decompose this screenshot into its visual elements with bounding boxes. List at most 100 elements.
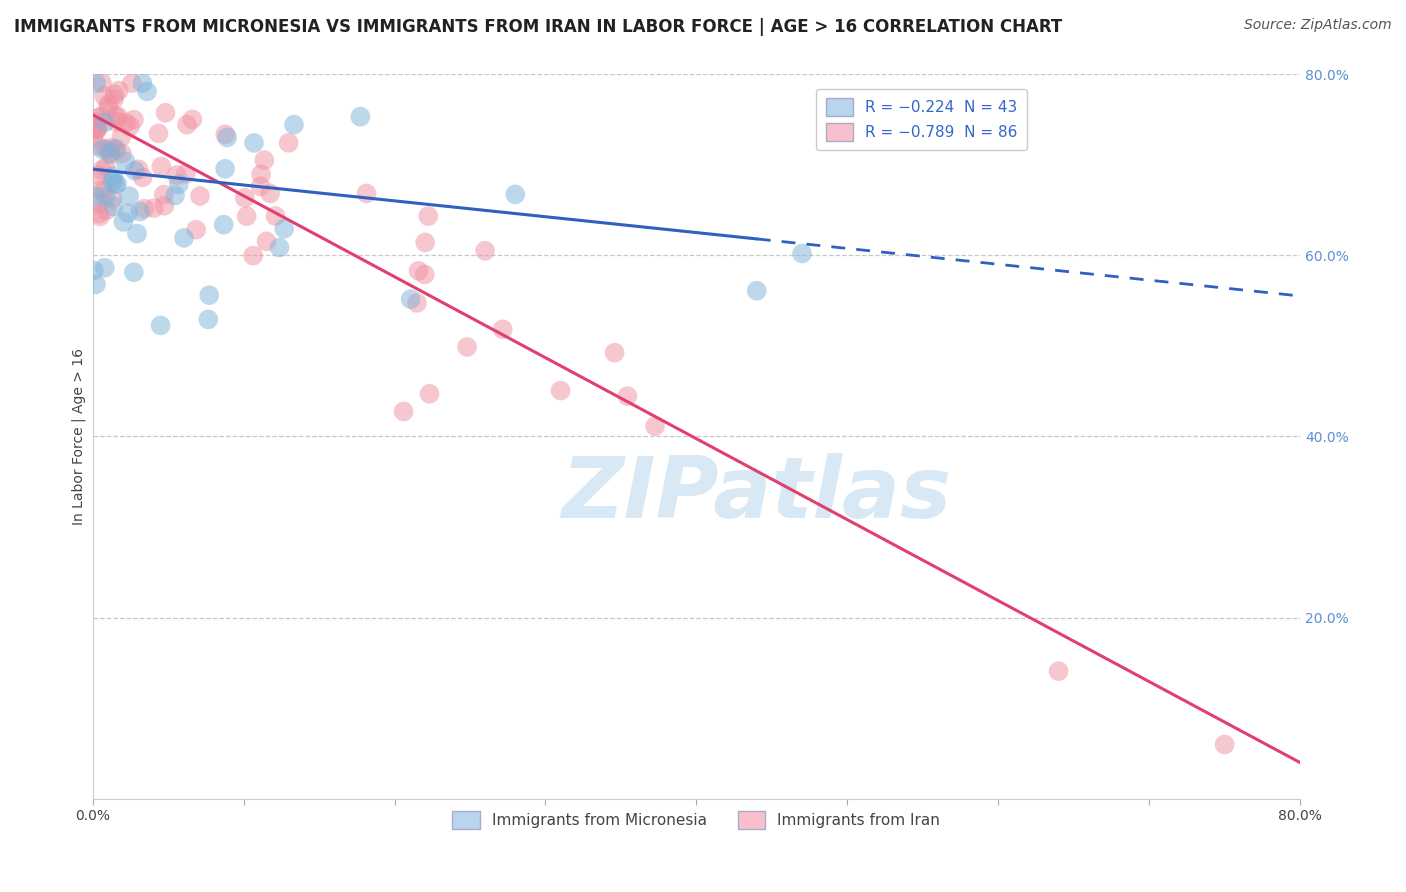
Point: [197, 312, 219, 326]
Point: [250, 167, 273, 181]
Point: [214, 127, 236, 141]
Point: [118, 189, 141, 203]
Point: [214, 161, 236, 176]
Point: [1047, 664, 1070, 678]
Point: [100, 49, 122, 63]
Point: [117, 206, 139, 220]
Point: [96, 142, 118, 156]
Point: [97, 101, 120, 115]
Point: [283, 118, 305, 132]
Point: [110, 130, 132, 145]
Y-axis label: In Labor Force | Age > 16: In Labor Force | Age > 16: [72, 348, 86, 524]
Point: [122, 265, 145, 279]
Point: [188, 189, 211, 203]
Point: [790, 246, 813, 260]
Point: [173, 231, 195, 245]
Point: [111, 146, 134, 161]
Point: [96, 203, 118, 218]
Point: [406, 296, 429, 310]
Point: [129, 204, 152, 219]
Point: [98, 146, 121, 161]
Point: [277, 136, 299, 150]
Point: [745, 284, 768, 298]
Point: [392, 404, 415, 418]
Point: [94, 160, 117, 174]
Point: [413, 235, 436, 250]
Point: [100, 147, 122, 161]
Point: [408, 264, 430, 278]
Point: [87, 196, 110, 211]
Point: [349, 110, 371, 124]
Point: [84, 189, 107, 203]
Point: [83, 263, 105, 277]
Point: [100, 141, 122, 155]
Point: [93, 185, 115, 199]
Point: [108, 83, 131, 97]
Point: [90, 109, 112, 123]
Point: [136, 84, 159, 98]
Point: [82, 131, 104, 145]
Point: [550, 384, 572, 398]
Point: [90, 163, 112, 178]
Point: [91, 142, 114, 156]
Point: [86, 111, 108, 125]
Point: [142, 201, 165, 215]
Point: [128, 162, 150, 177]
Point: [87, 206, 110, 220]
Point: [269, 240, 291, 254]
Point: [167, 178, 190, 192]
Point: [83, 49, 105, 63]
Point: [103, 92, 125, 106]
Point: [94, 115, 117, 129]
Point: [181, 112, 204, 127]
Point: [399, 292, 422, 306]
Point: [217, 130, 239, 145]
Text: Source: ZipAtlas.com: Source: ZipAtlas.com: [1244, 18, 1392, 32]
Point: [233, 191, 256, 205]
Point: [97, 97, 120, 112]
Point: [150, 160, 173, 174]
Point: [616, 389, 638, 403]
Point: [112, 215, 135, 229]
Point: [198, 288, 221, 302]
Point: [104, 141, 127, 155]
Legend: Immigrants from Micronesia, Immigrants from Iran: Immigrants from Micronesia, Immigrants f…: [446, 805, 946, 835]
Point: [253, 153, 276, 167]
Point: [86, 121, 108, 136]
Point: [235, 209, 257, 223]
Point: [84, 277, 107, 292]
Point: [125, 227, 148, 241]
Point: [1213, 738, 1236, 752]
Point: [107, 109, 129, 123]
Point: [105, 144, 128, 158]
Point: [131, 170, 153, 185]
Point: [86, 122, 108, 136]
Point: [259, 186, 281, 201]
Point: [264, 209, 287, 223]
Point: [152, 187, 174, 202]
Point: [492, 322, 515, 336]
Point: [101, 192, 124, 206]
Point: [413, 268, 436, 282]
Point: [456, 340, 478, 354]
Point: [93, 89, 115, 103]
Point: [149, 318, 172, 333]
Text: IMMIGRANTS FROM MICRONESIA VS IMMIGRANTS FROM IRAN IN LABOR FORCE | AGE > 16 COR: IMMIGRANTS FROM MICRONESIA VS IMMIGRANTS…: [14, 18, 1063, 36]
Point: [101, 175, 124, 189]
Point: [103, 199, 125, 213]
Point: [86, 122, 108, 136]
Point: [84, 76, 107, 90]
Point: [503, 187, 526, 202]
Point: [644, 419, 666, 434]
Point: [101, 169, 124, 184]
Point: [104, 110, 127, 124]
Point: [93, 260, 115, 275]
Point: [122, 112, 145, 127]
Point: [163, 188, 186, 202]
Point: [166, 168, 188, 182]
Point: [418, 386, 440, 401]
Point: [176, 118, 198, 132]
Point: [249, 179, 271, 194]
Point: [153, 199, 176, 213]
Point: [83, 123, 105, 137]
